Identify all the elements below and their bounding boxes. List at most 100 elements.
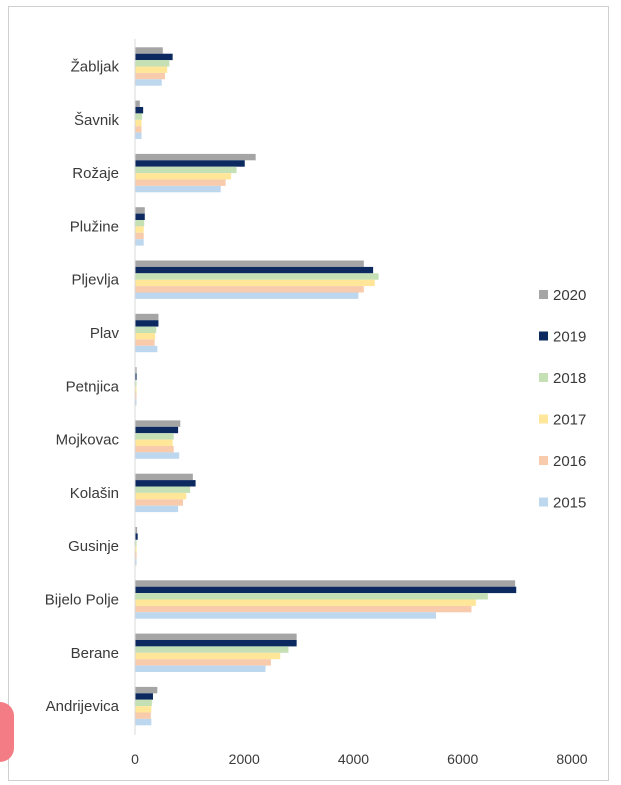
bar-2018 (135, 326, 157, 333)
bar-2016 (135, 605, 472, 613)
category-label: Berane (71, 645, 119, 662)
category-label: Petnjica (66, 378, 120, 395)
category-label: Andrijevica (46, 698, 120, 715)
bar-2016 (135, 499, 184, 506)
bar-2019 (135, 426, 179, 434)
legend-swatch-2019 (539, 331, 548, 341)
bar-2020 (135, 473, 193, 481)
legend-label: 2015 (553, 495, 586, 512)
chart-frame: Žabljak Šavnik Rožaje Plužine Pljevlja Plav Pe… (8, 6, 609, 781)
bar-2018 (135, 539, 137, 547)
legend-label: 2019 (553, 329, 586, 346)
decorative-pink-shape (0, 702, 14, 762)
category-label: Plužine (70, 218, 119, 235)
category-label: Mojkovac (56, 432, 120, 449)
bar-2016 (135, 286, 364, 293)
bar-2017 (135, 279, 375, 287)
bar-2019 (135, 213, 145, 220)
bar-2019 (135, 533, 138, 540)
bar-2020 (135, 260, 364, 267)
category-label: Kolašin (70, 485, 119, 502)
bar-2018 (135, 60, 170, 67)
bar-2016 (135, 552, 137, 559)
category-label: Bijelo Polje (45, 592, 119, 609)
bar-2017 (135, 599, 476, 606)
bar-2015 (135, 559, 137, 566)
bar-2016 (135, 232, 144, 240)
bar-2018 (135, 699, 152, 707)
x-tick-label: 0 (131, 751, 139, 767)
bar-2017 (135, 333, 156, 340)
legend-label: 2020 (553, 287, 586, 304)
bar-2015 (135, 292, 359, 299)
bar-2015 (135, 345, 158, 353)
bar-2019 (135, 320, 159, 327)
bar-2016 (135, 446, 174, 453)
bar-2015 (135, 718, 152, 726)
bar-2017 (135, 546, 137, 553)
bar-2017 (135, 652, 281, 660)
bar-2017 (135, 492, 187, 500)
category-label: Pljevlja (71, 272, 119, 289)
bar-2018 (135, 379, 137, 387)
bar-2016 (135, 392, 137, 400)
bar-2019 (135, 266, 374, 274)
bar-2019 (135, 586, 517, 594)
bar-2017 (135, 119, 142, 127)
legend-label: 2016 (553, 453, 586, 470)
bar-2015 (135, 132, 142, 139)
bar-2020 (135, 527, 138, 534)
category-label: Šavnik (74, 112, 120, 129)
bar-2015 (135, 665, 266, 672)
category-label: Rožaje (72, 165, 119, 182)
bar-2016 (135, 126, 142, 133)
bar-2020 (135, 207, 145, 214)
legend-label: 2018 (553, 370, 586, 387)
bar-2018 (135, 220, 145, 227)
bar-2020 (135, 153, 256, 161)
category-label: Plav (90, 325, 120, 342)
bar-2016 (135, 659, 271, 666)
bar-2019 (135, 107, 144, 114)
bar-2019 (135, 160, 245, 167)
bar-2018 (135, 113, 143, 120)
bar-2019 (135, 373, 137, 380)
bar-2016 (135, 72, 165, 80)
bar-2018 (135, 593, 488, 600)
x-tick-label: 8000 (556, 751, 587, 767)
bar-2020 (135, 686, 158, 694)
bar-2020 (135, 580, 516, 587)
bar-2015 (135, 612, 436, 619)
bar-2018 (135, 433, 174, 440)
bar-2020 (135, 367, 137, 374)
bar-2020 (135, 313, 159, 321)
bar-2015 (135, 79, 162, 86)
bar-2018 (135, 646, 289, 653)
bar-2017 (135, 173, 232, 180)
bar-2019 (135, 640, 297, 647)
bar-2016 (135, 179, 226, 186)
bar-2019 (135, 480, 196, 487)
bar-2015 (135, 185, 221, 193)
bar-2018 (135, 486, 191, 493)
bar-2015 (135, 505, 179, 513)
bar-2020 (135, 633, 297, 640)
bar-2020 (135, 47, 163, 54)
bar-2019 (135, 53, 173, 61)
bar-2017 (135, 66, 168, 73)
bar-2020 (135, 420, 181, 427)
bar-chart: Žabljak Šavnik Rožaje Plužine Pljevlja Plav Pe… (45, 39, 588, 767)
legend-swatch-2016 (539, 456, 548, 465)
category-label: Žabljak (71, 59, 120, 76)
bar-2017 (135, 706, 152, 713)
x-tick-label: 4000 (338, 751, 369, 767)
bar-2017 (135, 439, 173, 446)
legend-swatch-2017 (539, 414, 548, 424)
bar-2020 (135, 100, 140, 107)
x-tick-label: 2000 (229, 751, 260, 767)
legend-swatch-2015 (539, 497, 548, 507)
bar-2018 (135, 166, 237, 174)
bar-2017 (135, 226, 144, 233)
bar-2015 (135, 399, 137, 406)
bar-2015 (135, 452, 180, 459)
